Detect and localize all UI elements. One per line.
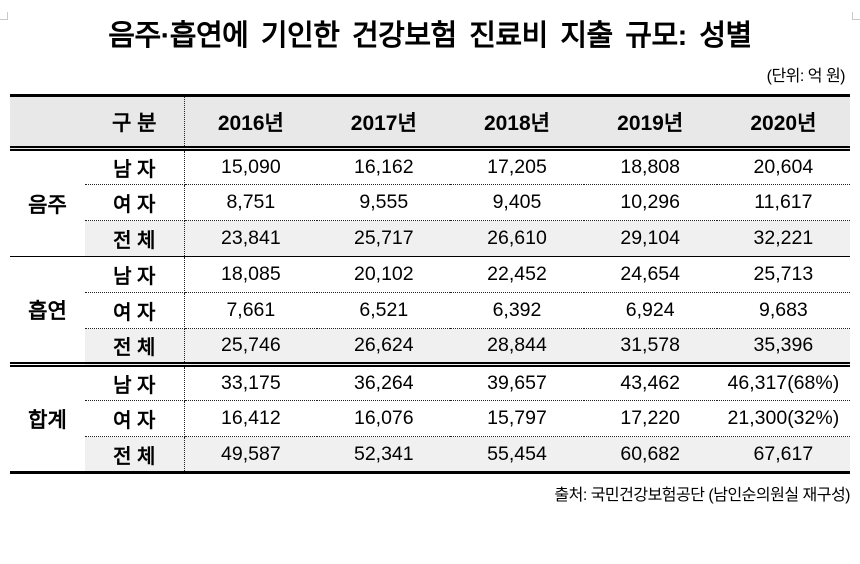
cell-value: 29,104 — [583, 220, 717, 257]
row-label-female: 여 자 — [85, 292, 185, 329]
corner-mark-top-left — [0, 12, 8, 20]
cell-value: 10,296 — [583, 184, 717, 221]
cell-value: 6,392 — [450, 292, 584, 329]
cell-value: 26,610 — [450, 220, 584, 257]
cell-value: 25,717 — [317, 220, 451, 257]
table-row: 여 자 8,751 9,555 9,405 10,296 11,617 — [10, 184, 850, 221]
cell-value: 7,661 — [184, 292, 318, 329]
cell-value: 25,713 — [716, 256, 850, 293]
cell-value: 43,462 — [583, 364, 717, 401]
cell-value: 67,617 — [716, 436, 850, 473]
cell-value: 17,220 — [583, 400, 717, 437]
cell-value: 16,412 — [184, 400, 318, 437]
cell-value: 20,102 — [317, 256, 451, 293]
table-row-total: 전 체 49,587 52,341 55,454 60,682 67,617 — [10, 436, 850, 473]
cell-value: 25,746 — [184, 328, 318, 367]
header-year-2019: 2019년 — [583, 95, 717, 151]
cell-value: 15,797 — [450, 400, 584, 437]
table-row-total: 전 체 23,841 25,717 26,610 29,104 32,221 — [10, 220, 850, 257]
cell-value: 22,452 — [450, 256, 584, 293]
cell-value: 35,396 — [716, 328, 850, 367]
expenditure-table: 구 분 2016년 2017년 2018년 2019년 2020년 음주 남 자… — [10, 94, 850, 474]
cell-value: 16,162 — [317, 148, 451, 185]
row-label-male: 남 자 — [85, 148, 185, 185]
cell-value: 23,841 — [184, 220, 318, 257]
cell-value: 18,808 — [583, 148, 717, 185]
row-label-female: 여 자 — [85, 400, 185, 437]
table-row-total: 전 체 25,746 26,624 28,844 31,578 35,396 — [10, 328, 850, 367]
row-label-total: 전 체 — [85, 436, 185, 473]
cell-value: 31,578 — [583, 328, 717, 367]
row-label-total: 전 체 — [85, 220, 185, 257]
cell-value: 9,405 — [450, 184, 584, 221]
page-title: 음주·흡연에 기인한 건강보험 진료비 지출 규모: 성별 — [108, 20, 752, 52]
cell-value: 9,683 — [716, 292, 850, 329]
cell-value: 28,844 — [450, 328, 584, 367]
group-label-smoking: 흡연 — [10, 256, 85, 367]
row-label-female: 여 자 — [85, 184, 185, 221]
table-row: 합계 남 자 33,175 36,264 39,657 43,462 46,31… — [10, 364, 850, 432]
table-row: 흡연 남 자 18,085 20,102 22,452 24,654 25,71… — [10, 256, 850, 367]
cell-value: 39,657 — [450, 364, 584, 401]
cell-value: 20,604 — [716, 148, 850, 185]
header-row: 구 분 2016년 2017년 2018년 2019년 2020년 — [10, 95, 850, 151]
table-row: 음주 남 자 15,090 16,162 17,205 18,808 20,60… — [10, 148, 850, 257]
header-year-2017: 2017년 — [317, 95, 451, 151]
cell-value: 18,085 — [184, 256, 318, 293]
cell-value: 49,587 — [184, 436, 318, 473]
cell-value: 15,090 — [184, 148, 318, 185]
cell-value: 11,617 — [716, 184, 850, 221]
cell-value: 17,205 — [450, 148, 584, 185]
cell-value: 6,521 — [317, 292, 451, 329]
cell-value: 36,264 — [317, 364, 451, 401]
header-category: 구 분 — [10, 95, 185, 151]
row-label-male: 남 자 — [85, 256, 185, 293]
header-year-2016: 2016년 — [184, 95, 318, 151]
cell-value: 24,654 — [583, 256, 717, 293]
cell-value: 32,221 — [716, 220, 850, 257]
cell-value: 33,175 — [184, 364, 318, 401]
cell-value: 6,924 — [583, 292, 717, 329]
table-row: 여 자 16,412 16,076 15,797 17,220 21,300(3… — [10, 400, 850, 437]
cell-value: 46,317(68%) — [716, 364, 850, 401]
cell-value: 9,555 — [317, 184, 451, 221]
corner-mark-top-right — [852, 12, 860, 20]
row-label-total: 전 체 — [85, 328, 185, 367]
cell-value: 8,751 — [184, 184, 318, 221]
cell-value: 26,624 — [317, 328, 451, 367]
header-year-2020: 2020년 — [716, 95, 850, 151]
cell-value: 16,076 — [317, 400, 451, 437]
source-note: 출처: 국민건강보험공단 (남인순의원실 재구성) — [554, 487, 850, 504]
group-label-sum: 합계 — [28, 409, 67, 432]
cell-value: 55,454 — [450, 436, 584, 473]
table-row: 여 자 7,661 6,521 6,392 6,924 9,683 — [10, 292, 850, 329]
cell-value: 60,682 — [583, 436, 717, 473]
group-label-drinking: 음주 — [10, 148, 85, 257]
table-header: 구 분 2016년 2017년 2018년 2019년 2020년 — [10, 95, 850, 151]
cell-value: 21,300(32%) — [716, 400, 850, 437]
unit-note: (단위: 억 원) — [766, 68, 846, 85]
header-year-2018: 2018년 — [450, 95, 584, 151]
cell-value: 52,341 — [317, 436, 451, 473]
row-label-male: 남 자 — [85, 364, 185, 401]
